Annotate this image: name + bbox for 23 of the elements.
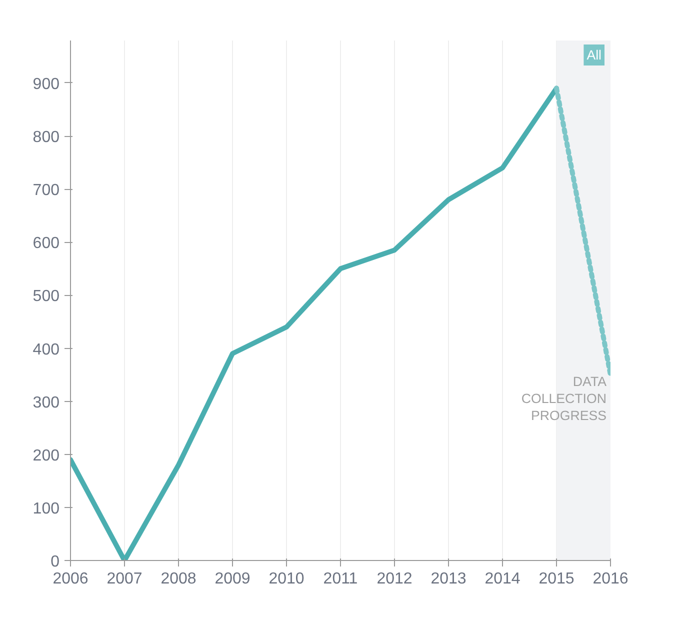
x-tick-label: 2008 [160, 570, 196, 588]
x-tick-label: 2015 [538, 570, 574, 588]
x-tick-label: 2007 [106, 570, 142, 588]
x-tick-label: 2010 [268, 570, 304, 588]
x-tick-label: 2016 [592, 570, 628, 588]
y-tick-label: 600 [32, 235, 60, 252]
y-tick-label: 0 [50, 554, 60, 570]
x-tick-label: 2013 [430, 570, 466, 588]
y-tick-label: 700 [32, 182, 60, 200]
annotation: DATA COLLECTION PROGRESS [521, 374, 607, 423]
x-tick-label: 2009 [214, 570, 250, 588]
x-tick-label: 2012 [376, 570, 412, 588]
annotation: All [586, 48, 602, 62]
y-tick-label: 800 [32, 129, 60, 146]
y-tick-label: 300 [32, 394, 60, 412]
x-tick-label: 2014 [484, 570, 520, 588]
x-tick-label: 2011 [323, 570, 358, 588]
y-tick-label: 400 [32, 341, 60, 358]
x-tick-label: 2006 [52, 570, 88, 588]
y-tick-label: 200 [32, 447, 60, 464]
y-tick-label: 100 [32, 500, 60, 518]
y-tick-label: 500 [32, 288, 60, 306]
y-tick-label: 900 [32, 76, 60, 93]
